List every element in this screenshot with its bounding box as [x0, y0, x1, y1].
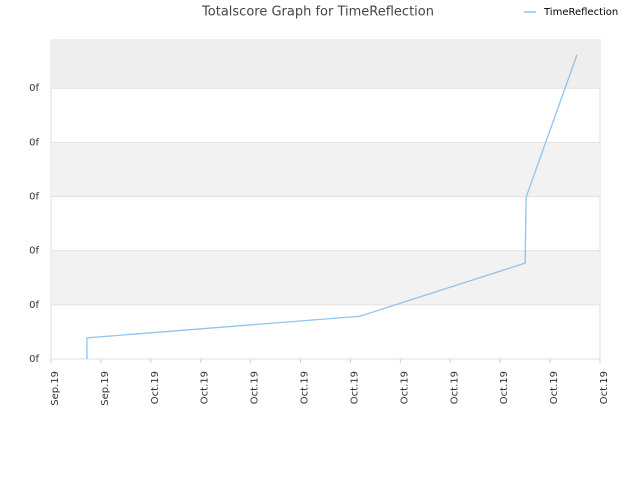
y-tick-label: 0f [29, 83, 39, 94]
x-tick-label: Oct.19 [599, 371, 610, 404]
x-tick-label: Oct.19 [300, 371, 311, 404]
background-bands [50, 39, 601, 360]
band [51, 142, 600, 197]
x-tick-label: Sep.19 [100, 371, 111, 406]
line [86, 54, 578, 359]
y-tick-label: 0f [29, 246, 39, 257]
plot-area [50, 39, 601, 360]
y-tick-label: 0f [29, 137, 39, 148]
band [51, 250, 600, 305]
x-tick-label: Sep.19 [50, 371, 61, 406]
chart-title: Totalscore Graph for TimeReflection [201, 5, 434, 20]
x-tick-label: Oct.19 [449, 371, 460, 404]
x-tick-label: Oct.19 [499, 371, 510, 404]
y-tick-label: 0f [29, 300, 39, 311]
y-tick-label: 0f [29, 192, 39, 203]
band [51, 40, 600, 89]
x-tick-label: Oct.19 [250, 371, 261, 404]
x-tick-label: Oct.19 [200, 371, 211, 404]
x-tick-label: Oct.19 [150, 371, 161, 404]
x-tick-label: Oct.19 [349, 371, 360, 404]
x-tick-label: Oct.19 [549, 371, 560, 404]
y-tick-label: 0f [29, 354, 39, 365]
x-tick-label: Oct.19 [399, 371, 410, 404]
legend-label: TimeReflection [543, 7, 618, 18]
